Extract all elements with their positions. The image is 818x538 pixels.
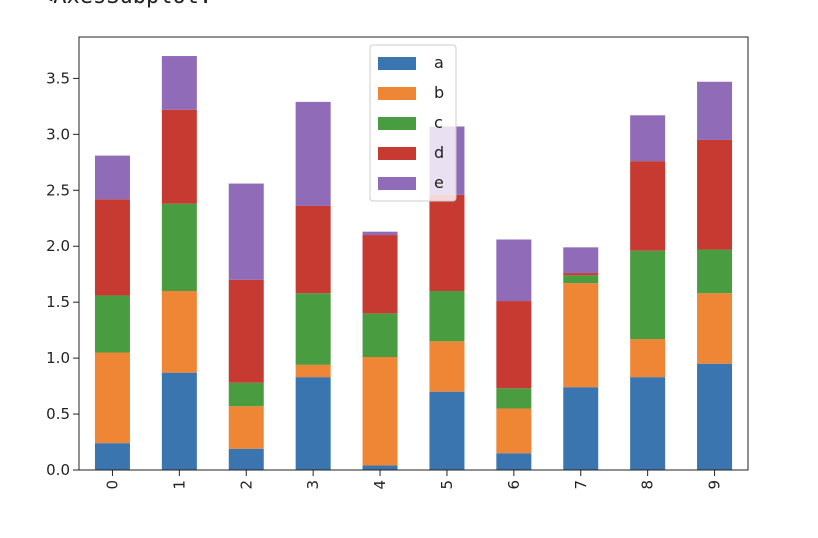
bar-c-9 (697, 249, 733, 294)
bar-e-3 (295, 101, 331, 206)
bar-c-2 (228, 382, 264, 407)
bars-layer (94, 56, 733, 470)
bar-c-0 (94, 295, 130, 353)
x-tick-label: 0 (103, 480, 121, 490)
y-tick-label: 2.0 (46, 237, 70, 255)
bar-e-2 (228, 183, 264, 280)
bar-e-1 (161, 56, 197, 110)
bar-c-3 (295, 293, 331, 365)
x-tick-label: 8 (639, 480, 657, 490)
output-cutoff-text: <AxesSubplot: (40, 0, 212, 9)
bar-a-0 (94, 443, 130, 470)
legend-label-b: b (434, 83, 444, 102)
x-tick-label: 9 (706, 480, 724, 490)
bar-e-6 (496, 239, 532, 302)
bar-e-8 (630, 115, 666, 162)
legend-swatch-a (378, 57, 416, 70)
y-tick-label: 3.5 (46, 69, 70, 87)
x-tick-label: 6 (505, 480, 523, 490)
y-tick-label: 1.0 (46, 349, 70, 367)
bar-b-9 (697, 293, 733, 364)
bar-a-3 (295, 377, 331, 470)
x-tick-label: 1 (170, 480, 188, 490)
legend-label-d: d (434, 143, 444, 162)
bar-a-9 (697, 363, 733, 470)
x-axis: 0 1 2 3 4 5 6 7 8 9 (103, 470, 724, 490)
bar-b-5 (429, 341, 465, 392)
bar-e-7 (563, 247, 599, 274)
legend-swatch-d (378, 147, 416, 160)
bar-b-8 (630, 339, 666, 378)
bar-a-4 (362, 465, 398, 470)
legend-label-c: c (434, 113, 443, 132)
bar-d-8 (630, 161, 666, 251)
bar-b-0 (94, 352, 130, 444)
bar-c-5 (429, 290, 465, 342)
bar-d-4 (362, 235, 398, 314)
bar-b-3 (295, 364, 331, 378)
bar-b-6 (496, 408, 532, 454)
legend-swatch-c (378, 117, 416, 130)
bar-d-0 (94, 199, 130, 296)
legend-label-a: a (434, 53, 444, 72)
bar-c-8 (630, 250, 666, 340)
bar-b-1 (161, 290, 197, 373)
y-tick-label: 2.5 (46, 181, 70, 199)
y-axis: 0.0 0.5 1.0 1.5 2.0 2.5 3.0 3.5 (46, 69, 79, 479)
bar-b-2 (228, 406, 264, 449)
y-tick-label: 3.0 (46, 125, 70, 143)
bar-c-4 (362, 313, 398, 357)
y-tick-label: 1.5 (46, 293, 70, 311)
bar-d-6 (496, 301, 532, 389)
x-tick-label: 5 (438, 480, 456, 490)
bar-a-7 (563, 387, 599, 470)
bar-d-1 (161, 109, 197, 204)
bar-c-6 (496, 388, 532, 409)
bar-c-7 (563, 275, 599, 284)
bar-d-3 (295, 205, 331, 294)
x-tick-label: 4 (371, 480, 389, 490)
bar-e-4 (362, 231, 398, 236)
bar-a-5 (429, 391, 465, 470)
bar-d-2 (228, 279, 264, 383)
bar-a-1 (161, 372, 197, 470)
x-tick-label: 2 (237, 480, 255, 490)
legend-swatch-e (378, 177, 416, 190)
bar-d-5 (429, 194, 465, 291)
bar-a-6 (496, 453, 532, 470)
bar-d-9 (697, 139, 733, 250)
bar-e-9 (697, 81, 733, 140)
x-tick-label: 7 (572, 480, 590, 490)
bar-b-4 (362, 356, 398, 466)
legend-label-e: e (434, 173, 444, 192)
axes-frame (78, 36, 749, 471)
y-tick-label: 0.5 (46, 405, 70, 423)
legend-swatch-b (378, 87, 416, 100)
x-tick-label: 3 (304, 480, 322, 490)
bar-a-2 (228, 448, 264, 470)
bar-a-8 (630, 377, 666, 470)
y-tick-label: 0.0 (46, 461, 70, 479)
bar-e-0 (94, 155, 130, 200)
bar-d-7 (563, 273, 599, 276)
bar-b-7 (563, 283, 599, 388)
bar-c-1 (161, 203, 197, 291)
